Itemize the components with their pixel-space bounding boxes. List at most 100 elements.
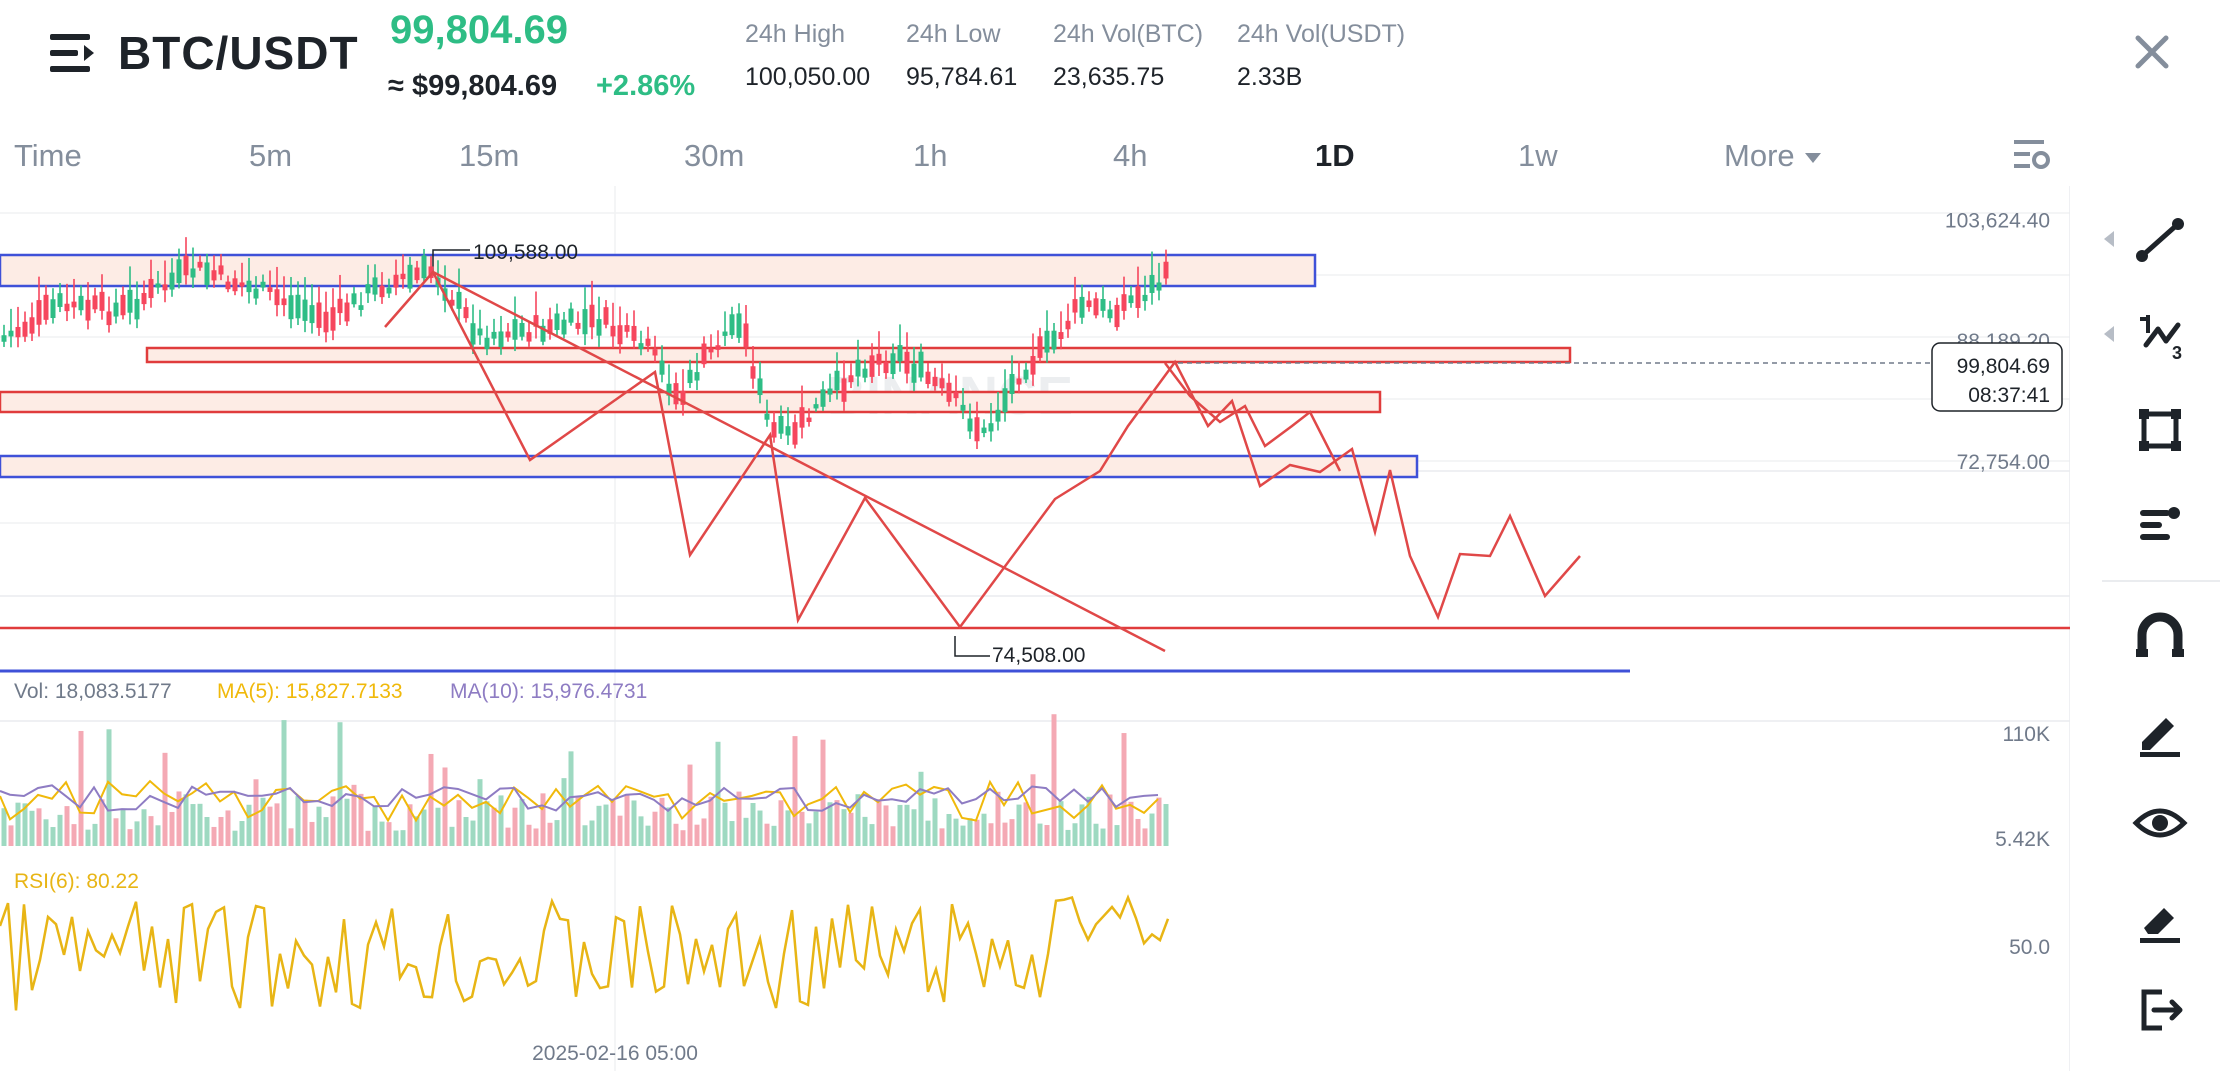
pen-draw-icon[interactable] bbox=[2130, 700, 2190, 760]
candle-body bbox=[1058, 332, 1064, 339]
candle-body bbox=[225, 281, 231, 290]
trend-line-icon[interactable] bbox=[2130, 210, 2190, 270]
volume-bar bbox=[218, 816, 224, 846]
volume-bar bbox=[1058, 801, 1064, 846]
volume-bar bbox=[43, 819, 49, 846]
candle-body bbox=[36, 300, 42, 325]
candle-body bbox=[757, 378, 763, 396]
volume-bar bbox=[477, 779, 483, 846]
volume-bar bbox=[729, 821, 735, 846]
volume-bar bbox=[1002, 822, 1008, 846]
volume-bar bbox=[918, 771, 924, 846]
volume-bar bbox=[981, 813, 987, 846]
candle-body bbox=[764, 413, 770, 420]
candle-body bbox=[729, 314, 735, 336]
candle-body bbox=[953, 392, 959, 399]
tab-4h[interactable]: 4h bbox=[1113, 138, 1148, 173]
menu-list-icon[interactable] bbox=[50, 32, 98, 74]
candle-body bbox=[659, 360, 665, 375]
candle-body bbox=[78, 295, 84, 311]
volume-bar bbox=[246, 804, 252, 846]
tab-15m[interactable]: 15m bbox=[459, 138, 520, 173]
volume-bar bbox=[379, 821, 385, 846]
rectangle-shape-icon[interactable] bbox=[2130, 400, 2190, 460]
candle-body bbox=[624, 325, 630, 332]
candle-body bbox=[876, 353, 882, 365]
tab-1w[interactable]: 1w bbox=[1518, 138, 1558, 173]
volume-bar bbox=[561, 778, 567, 846]
magnet-icon[interactable] bbox=[2130, 605, 2190, 665]
volume-legend: Vol: 18,083.5177 bbox=[14, 680, 172, 703]
candle-body bbox=[526, 332, 532, 342]
volume-bar bbox=[778, 800, 784, 846]
volume-bar bbox=[288, 828, 294, 846]
candle-body bbox=[134, 298, 140, 320]
volume-bar bbox=[869, 824, 875, 846]
candle-body bbox=[99, 291, 105, 311]
eraser-icon[interactable] bbox=[2130, 888, 2190, 948]
candle-body bbox=[820, 389, 826, 407]
chart-settings-icon[interactable] bbox=[2014, 138, 2050, 172]
candle-body bbox=[1107, 309, 1113, 319]
expand-arrow-icon[interactable] bbox=[2104, 326, 2114, 342]
high-annotation: 109,588.00 bbox=[473, 241, 578, 264]
volume-bar bbox=[512, 807, 518, 846]
volume-bar bbox=[71, 824, 77, 846]
volume-bar bbox=[890, 826, 896, 846]
volume-bar bbox=[652, 811, 658, 846]
candle-body bbox=[309, 305, 315, 324]
visibility-eye-icon[interactable] bbox=[2130, 793, 2190, 853]
candle-body bbox=[1163, 261, 1169, 279]
volume-bar bbox=[1044, 825, 1050, 846]
candle-body bbox=[50, 299, 56, 319]
tab-1d[interactable]: 1D bbox=[1315, 138, 1355, 173]
volume-bar bbox=[799, 811, 805, 846]
volume-bar bbox=[554, 820, 560, 846]
volume-bar bbox=[1051, 714, 1057, 846]
expand-arrow-icon[interactable] bbox=[2104, 231, 2114, 247]
candle-body bbox=[974, 417, 980, 442]
candle-body bbox=[715, 345, 721, 350]
candle-body bbox=[470, 323, 476, 345]
tab-5m[interactable]: 5m bbox=[249, 138, 293, 173]
exit-drawing-icon[interactable] bbox=[2130, 980, 2190, 1040]
price-axis: 111,342.00103,624.4088,189.2080,471.6072… bbox=[1945, 209, 2050, 474]
candle-body bbox=[344, 302, 350, 322]
candle-body bbox=[407, 264, 413, 289]
multi-point-line-icon[interactable]: 3 bbox=[2130, 305, 2190, 365]
tab-more-label: More bbox=[1724, 138, 1795, 173]
candle-body bbox=[316, 302, 322, 328]
volume-bar bbox=[78, 730, 84, 846]
candle-body bbox=[127, 289, 133, 313]
fibonacci-icon[interactable] bbox=[2130, 494, 2190, 554]
candle-body bbox=[148, 278, 154, 299]
volume-bar bbox=[36, 808, 42, 846]
candle-body bbox=[456, 291, 462, 309]
volume-bar bbox=[694, 824, 700, 846]
tab-time[interactable]: Time bbox=[14, 138, 82, 173]
candlestick-chart[interactable]: BINANCE 109,588.00 74,508.00 111,342.001… bbox=[0, 186, 2070, 1071]
tab-30m[interactable]: 30m bbox=[684, 138, 745, 173]
volume-bar bbox=[533, 828, 539, 846]
candle-body bbox=[1135, 286, 1141, 308]
candle-body bbox=[519, 322, 525, 337]
candle-body bbox=[260, 281, 266, 288]
tab-1h[interactable]: 1h bbox=[913, 138, 948, 173]
volume-bar bbox=[813, 811, 819, 846]
rsi-axis-label: 50.0 bbox=[2009, 936, 2050, 959]
volume-bar bbox=[449, 826, 455, 846]
candle-body bbox=[141, 292, 147, 305]
candle-body bbox=[799, 407, 805, 428]
volume-bar bbox=[820, 739, 826, 846]
trading-pair[interactable]: BTC/USDT bbox=[118, 27, 359, 79]
volume-bar bbox=[358, 793, 364, 846]
last-price: 99,804.69 bbox=[390, 8, 568, 52]
tab-more[interactable]: More bbox=[1724, 138, 1821, 174]
high-leader bbox=[432, 249, 470, 274]
candle-body bbox=[246, 280, 252, 293]
close-icon[interactable] bbox=[2130, 30, 2174, 74]
trend-drawings bbox=[384, 269, 1581, 653]
volume-bar bbox=[1030, 774, 1036, 846]
volume-bar bbox=[1023, 802, 1029, 846]
volume-bar bbox=[393, 830, 399, 846]
